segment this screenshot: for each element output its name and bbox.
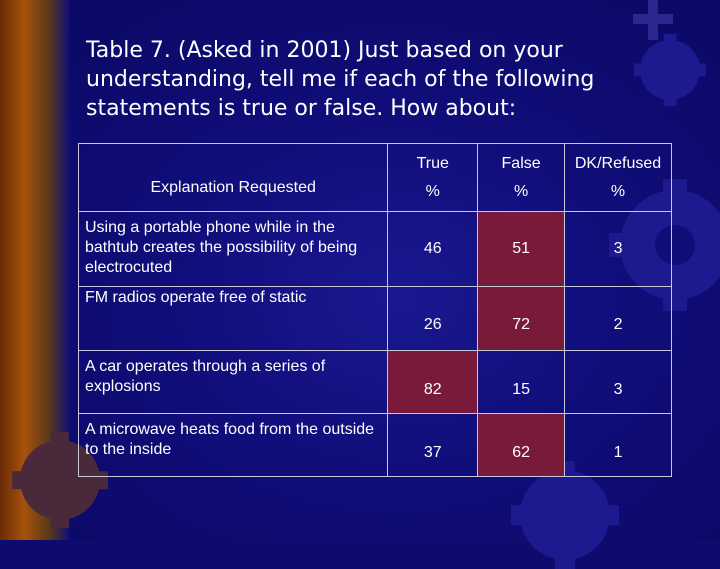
cell-dk: 3 [564, 211, 672, 287]
cell-true: 26 [387, 286, 479, 351]
cell-false: 51 [477, 211, 566, 287]
slide-title: Table 7. (Asked in 2001) Just based on y… [86, 38, 595, 121]
table-header-row: Explanation Requested True % False % DK/… [77, 143, 672, 212]
gear-icon [520, 470, 610, 560]
header-dk: DK/Refused % [564, 143, 672, 212]
cell-dk: 1 [564, 413, 672, 477]
row-statement: FM radios operate free of static [77, 286, 389, 351]
header-explanation: Explanation Requested [77, 143, 389, 212]
cell-false: 72 [477, 286, 566, 351]
header-true-label: True [416, 154, 449, 172]
table-row: FM radios operate free of static 26 72 2 [77, 286, 672, 351]
cell-false: 62 [477, 413, 566, 477]
header-dk-label: DK/Refused [574, 154, 662, 172]
cell-true: 37 [387, 413, 479, 477]
header-true-unit: % [425, 182, 440, 200]
cell-dk: 2 [564, 286, 672, 351]
results-table: Explanation Requested True % False % DK/… [77, 143, 672, 477]
cell-true: 46 [387, 211, 479, 287]
gear-icon [640, 40, 700, 100]
table-row: A microwave heats food from the outside … [77, 413, 672, 477]
cell-true: 82 [387, 350, 479, 414]
table-row: Using a portable phone while in the bath… [77, 211, 672, 287]
header-true: True % [387, 143, 479, 212]
header-false-label: False [501, 154, 541, 172]
row-statement: Using a portable phone while in the bath… [77, 211, 389, 287]
row-statement: A microwave heats food from the outside … [77, 413, 389, 477]
cell-dk: 3 [564, 350, 672, 414]
header-false: False % [477, 143, 566, 212]
header-dk-unit: % [610, 182, 626, 200]
row-statement: A car operates through a series of explo… [77, 350, 389, 414]
decorative-cross-icon [633, 14, 673, 24]
header-false-unit: % [513, 182, 529, 200]
table-row: A car operates through a series of explo… [77, 350, 672, 414]
cell-false: 15 [477, 350, 566, 414]
